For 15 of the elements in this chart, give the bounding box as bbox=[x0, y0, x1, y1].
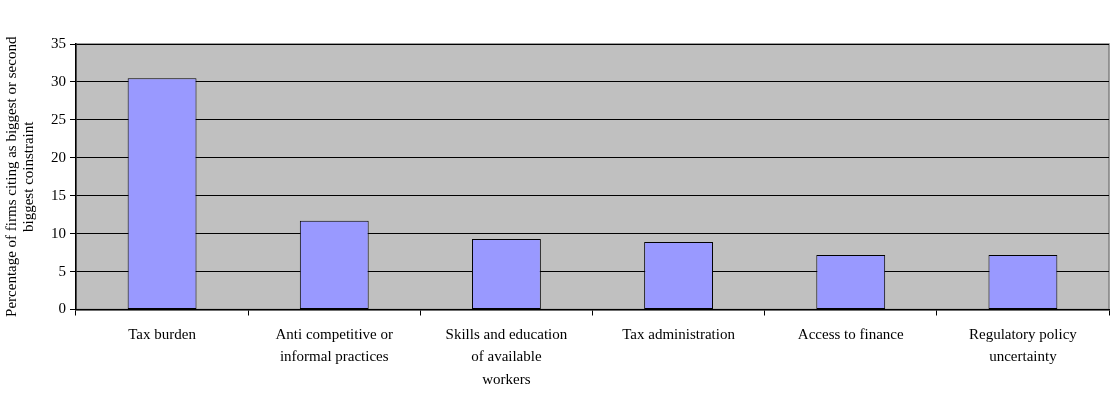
y-tick-label: 25 bbox=[51, 110, 66, 127]
y-tick-label: 35 bbox=[51, 34, 66, 51]
x-tick-label: Tax administration bbox=[622, 325, 736, 342]
y-tick-label: 30 bbox=[51, 72, 66, 89]
x-tick-label: Anti competitive or informal practices bbox=[275, 325, 393, 365]
x-tick-label: Tax burden bbox=[128, 325, 197, 342]
y-tick-label: 15 bbox=[51, 186, 66, 203]
x-tick-label: Regulatory policy uncertainty bbox=[968, 325, 1078, 365]
y-tick-label: 20 bbox=[51, 148, 66, 165]
y-tick-label: 5 bbox=[58, 262, 66, 279]
y-tick-label: 10 bbox=[51, 224, 66, 241]
y-tick-label: 0 bbox=[58, 300, 66, 317]
x-tick-label: Access to finance bbox=[797, 325, 904, 342]
x-tick-label: Skills and education of available workers bbox=[445, 325, 568, 387]
y-axis-title: Percentage of firms citing as biggest or second biggest coinstraint bbox=[3, 36, 36, 317]
